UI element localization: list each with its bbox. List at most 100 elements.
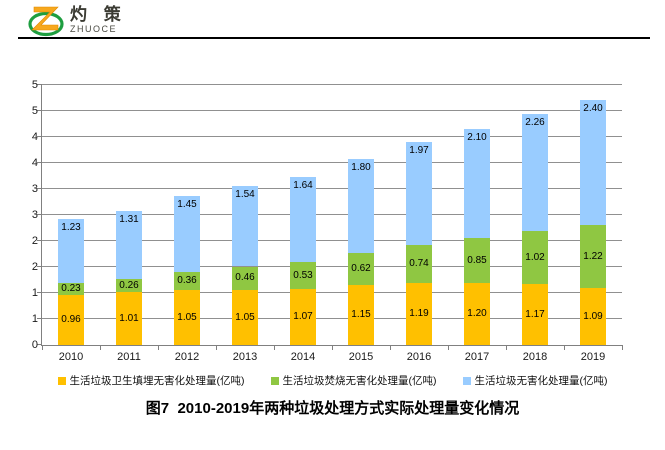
y-axis-label: 4 — [31, 157, 38, 169]
bar-value-label: 0.36 — [177, 275, 197, 287]
x-axis-tick — [274, 345, 275, 350]
gridline — [42, 84, 622, 85]
y-axis-tick — [37, 110, 42, 111]
bar-column: 1.05 0.36 1.45 — [174, 85, 200, 345]
bar-value-label: 1.19 — [409, 308, 429, 320]
y-axis-label: 4 — [31, 131, 38, 143]
bar-column: 0.96 0.23 1.23 — [58, 85, 84, 345]
x-axis-labels: 2010 2011 2012 2013 2014 2015 2016 2017 2018 2019 — [42, 351, 622, 363]
x-axis-tick — [564, 345, 565, 350]
x-axis-label: 2017 — [464, 351, 490, 363]
x-axis-label: 2012 — [174, 351, 200, 363]
bar-value-label: 1.09 — [583, 310, 603, 322]
gridline — [42, 240, 622, 241]
bar-value-label: 2.40 — [583, 103, 603, 115]
x-axis-tick — [622, 345, 623, 350]
legend-item: 生活垃圾焚烧无害化处理量(亿吨) — [270, 373, 437, 388]
bar-value-label: 1.02 — [525, 251, 545, 263]
bar-value-label: 1.23 — [61, 222, 81, 234]
bar-value-label: 0.62 — [351, 263, 371, 275]
bar-value-label: 0.46 — [235, 272, 255, 284]
bar-value-label: 1.31 — [119, 213, 139, 225]
gridline — [42, 188, 622, 189]
bar-column: 1.19 0.74 1.97 — [406, 85, 432, 345]
bar-value-label: 1.05 — [235, 311, 255, 323]
bar-segment: 0.62 — [348, 252, 374, 286]
bar-value-label: 0.26 — [119, 279, 139, 291]
bar-segment: 0.26 — [116, 278, 142, 293]
x-axis-tick — [506, 345, 507, 350]
y-axis-label: 5 — [31, 105, 38, 117]
bar-value-label: 1.80 — [351, 162, 371, 174]
x-axis-tick — [42, 345, 43, 350]
x-axis-tick — [448, 345, 449, 350]
bar-segment: 1.07 — [290, 289, 316, 345]
bar-segment: 1.20 — [464, 282, 490, 345]
bar-segment: 0.96 — [58, 295, 84, 345]
bar-column: 1.20 0.85 2.10 — [464, 85, 490, 345]
bar-value-label: 1.22 — [583, 250, 603, 262]
bar-value-label: 0.96 — [61, 314, 81, 326]
bar-segment: 1.64 — [290, 176, 316, 262]
bar-segment: 2.26 — [522, 113, 548, 232]
header-divider — [18, 37, 650, 39]
legend-swatch — [270, 376, 279, 385]
bar-segment: 0.36 — [174, 271, 200, 291]
bar-value-label: 0.23 — [61, 283, 81, 295]
y-axis-tick — [37, 188, 42, 189]
y-axis-label: 1 — [31, 313, 38, 325]
bar-segment: 1.23 — [58, 219, 84, 284]
brand-name-en: ZHUOCE — [70, 24, 117, 34]
bar-value-label: 1.07 — [293, 311, 313, 323]
x-axis-tick — [216, 345, 217, 350]
brand-name-cn: 灼 策 — [70, 5, 127, 24]
bar-value-label: 1.45 — [177, 199, 197, 211]
gridline — [42, 318, 622, 319]
y-axis-line — [41, 85, 42, 346]
x-axis-label: 2011 — [117, 351, 141, 363]
bar-segment: 1.15 — [348, 285, 374, 345]
bar-column: 1.15 0.62 1.80 — [348, 85, 374, 345]
y-axis-label: 2 — [31, 261, 38, 273]
bar-value-label: 1.15 — [351, 309, 371, 321]
bar-column: 1.01 0.26 1.31 — [116, 85, 142, 345]
bar-segment: 1.05 — [174, 290, 200, 345]
legend-label: 生活垃圾无害化处理量(亿吨) — [474, 375, 608, 387]
x-axis-label: 2018 — [522, 351, 548, 363]
y-axis-tick — [37, 240, 42, 241]
x-axis-label: 2010 — [58, 351, 84, 363]
x-axis-label: 2015 — [348, 351, 374, 363]
gridline — [42, 266, 622, 267]
bar-value-label: 1.01 — [119, 312, 139, 324]
bar-value-label: 2.10 — [467, 132, 487, 144]
bar-column: 1.05 0.46 1.54 — [232, 85, 258, 345]
bar-segment: 0.74 — [406, 244, 432, 284]
bar-value-label: 1.17 — [525, 308, 545, 320]
chart-legend: 生活垃圾卫生填埋无害化处理量(亿吨) 生活垃圾焚烧无害化处理量(亿吨) 生活垃圾无害… — [0, 373, 665, 388]
legend-item: 生活垃圾卫生填埋无害化处理量(亿吨) — [57, 373, 245, 388]
bar-column: 1.09 1.22 2.40 — [580, 85, 606, 345]
y-axis-tick — [37, 292, 42, 293]
brand-text: 灼 策 ZHUOCE — [70, 5, 127, 35]
bar-segment: 1.45 — [174, 196, 200, 272]
y-axis-label: 1 — [31, 287, 38, 299]
y-axis-label: 0 — [31, 339, 38, 351]
x-axis-label: 2016 — [406, 351, 432, 363]
bar-segment: 0.23 — [58, 283, 84, 296]
bar-segment: 1.97 — [406, 142, 432, 245]
x-axis-label: 2019 — [580, 351, 606, 363]
bar-segment: 1.05 — [232, 290, 258, 345]
bar-segment: 1.02 — [522, 231, 548, 285]
y-axis-tick — [37, 266, 42, 267]
y-axis-tick — [37, 214, 42, 215]
bar-value-label: 1.54 — [235, 189, 255, 201]
gridline — [42, 136, 622, 137]
bar-segment: 1.17 — [522, 284, 548, 345]
bar-value-label: 1.97 — [409, 145, 429, 157]
plot-area: 0.96 0.23 1.23 1.01 0.26 1.31 1.05 0.36 1.45 1.05… — [37, 84, 623, 350]
brand-header: 灼 策 ZHUOCE — [28, 3, 127, 37]
bar-segment: 0.46 — [232, 266, 258, 291]
bar-segment: 2.40 — [580, 100, 606, 225]
y-axis-label: 2 — [31, 235, 38, 247]
